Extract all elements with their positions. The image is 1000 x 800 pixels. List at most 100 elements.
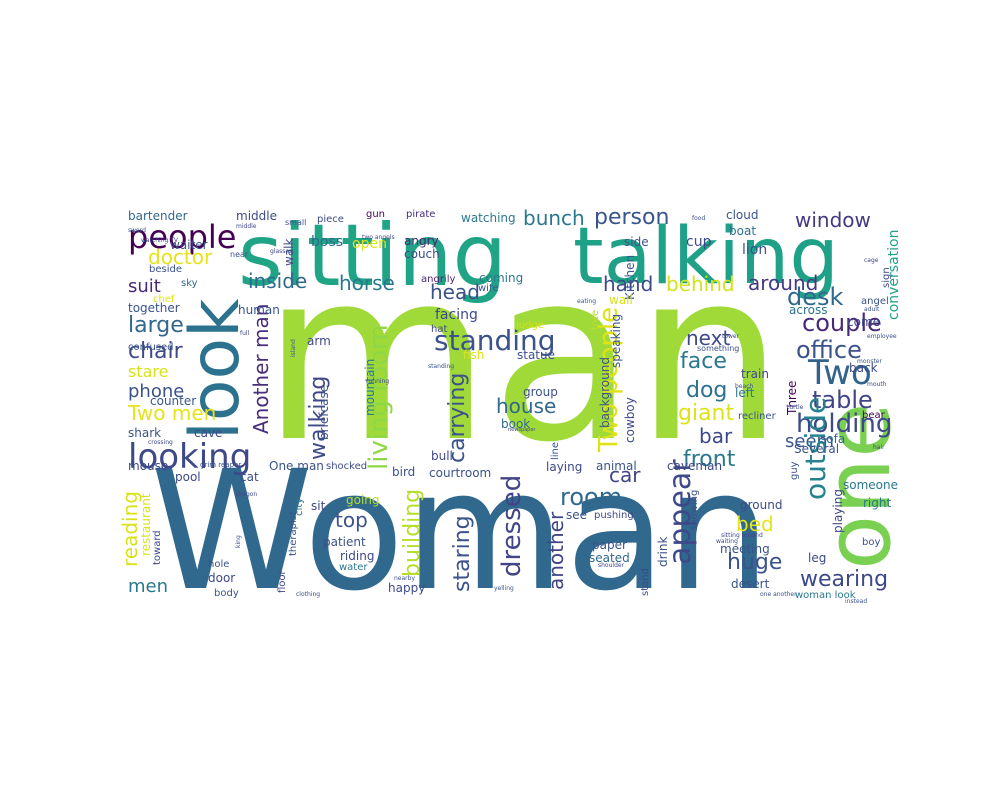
word-going: going (346, 493, 380, 507)
word-one: one (806, 403, 911, 570)
word-shocked: shocked (326, 461, 367, 472)
word-couch: couch (404, 247, 440, 261)
word-adult: adult (864, 306, 880, 313)
word-huge: huge (727, 550, 782, 575)
word-another: another (544, 511, 568, 590)
word-riding: riding (340, 549, 374, 563)
word-meeting: meeting (720, 542, 770, 556)
word-showing: showing (689, 490, 700, 531)
word-turtle: turtle (787, 404, 804, 411)
word-angrily: angrily (421, 274, 455, 285)
word-middle: middle (236, 209, 277, 223)
word-men: men (128, 576, 168, 597)
word-office: office (796, 336, 862, 364)
word-couple: couple (802, 309, 882, 337)
word-look: look (176, 298, 255, 440)
word-wall: wall (609, 293, 633, 307)
word-pool: pool (175, 470, 201, 484)
word-nearby: nearby (394, 575, 415, 582)
word-newspaper: newspaper (508, 427, 536, 433)
word-beside: beside (149, 264, 182, 275)
word-cage: cage (864, 257, 879, 264)
word-large: large (128, 313, 184, 338)
word-stand: stand (640, 568, 651, 596)
word-building: building (400, 489, 425, 577)
word-phone: phone (128, 381, 184, 402)
word-pirate: pirate (406, 209, 435, 220)
word-speaking: speaking (609, 314, 623, 368)
word-walk: walk (282, 238, 296, 266)
word-another-man: Another man (249, 304, 273, 434)
word-standing: standing (434, 324, 556, 357)
word-carrying: carrying (445, 373, 470, 463)
word-sofa: sofa (820, 432, 845, 446)
word-standing: standing (428, 363, 454, 370)
word-shark: shark (128, 426, 161, 440)
word-glasses: glasses (270, 248, 292, 255)
word-coming: coming (479, 271, 523, 285)
word-bear: bear (862, 410, 886, 421)
word-staring: staring (450, 515, 475, 592)
word-two-men: Two men (127, 401, 216, 425)
word-inside: inside (248, 269, 307, 293)
word-one-man: One man (269, 459, 324, 473)
word-dog: dog (686, 378, 727, 403)
word-together: together (128, 301, 180, 315)
word-ground: ground (740, 498, 782, 512)
word-living-room: living room (364, 324, 394, 470)
word-two-people: Two people (594, 307, 624, 453)
word-laying: laying (546, 460, 582, 474)
word-toward: toward (152, 530, 163, 565)
word-cave: cave (194, 426, 222, 440)
word-house: house (496, 394, 556, 418)
word-sit: sit (311, 499, 326, 513)
word-group: group (523, 385, 558, 399)
word-talking: talking (573, 212, 839, 302)
word-next: next (686, 326, 730, 350)
word-judge: judge (515, 320, 544, 331)
word-background: background (598, 357, 612, 428)
word-statue: statue (517, 348, 555, 362)
word-eating: eating (577, 298, 596, 305)
word-three: Three (785, 381, 799, 416)
word-line: line (550, 442, 561, 460)
word-small: small (285, 218, 306, 227)
word-cloud: cloud (726, 208, 759, 222)
word-left: left (735, 386, 755, 400)
word-playing: playing (831, 489, 845, 533)
word-waiter: waiter (170, 238, 208, 252)
word-hand: hand (603, 272, 653, 296)
word-people: people (128, 218, 236, 256)
word-open: open (352, 236, 387, 252)
word-grim-reaper: grim reaper (200, 461, 241, 469)
word-caveman: caveman (667, 459, 722, 473)
word-chair: chair (128, 339, 184, 364)
word-counter: counter (150, 394, 196, 408)
word-face: face (680, 349, 727, 374)
word-tree: tree (590, 310, 601, 330)
word-two: Two (807, 353, 872, 393)
word-boy: boy (862, 537, 880, 548)
word-drink: drink (656, 537, 670, 567)
word-beach: beach (735, 383, 753, 390)
word-animal: animal (596, 459, 637, 473)
word-mountain: mountain (363, 359, 377, 416)
word-woman-look: woman look (795, 590, 856, 601)
word-near: near (230, 250, 249, 259)
word-island: island (290, 339, 297, 357)
word-hole: hole (208, 559, 229, 570)
word-sword: sword (128, 227, 146, 234)
word-stare: stare (128, 362, 168, 381)
word-see: see (566, 508, 587, 522)
word-head: head (430, 280, 480, 304)
word-one-another: one another (760, 591, 797, 598)
word-around: around (748, 271, 818, 295)
word-room: room (560, 483, 622, 511)
word-sitting: sitting (238, 206, 507, 306)
word-arm: arm (307, 334, 331, 348)
word-come: come (847, 315, 880, 329)
word-water: water (339, 562, 368, 573)
word-cup: cup (686, 234, 712, 250)
word-king: king (235, 535, 242, 548)
word-watching-tv: watching TV (141, 237, 179, 244)
